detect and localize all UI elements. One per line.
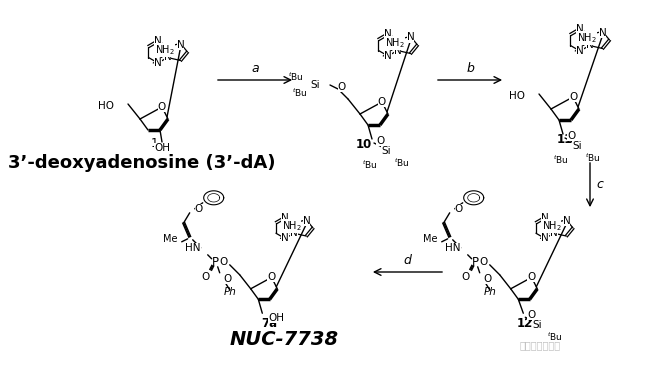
Text: Si: Si (572, 141, 582, 151)
Text: Si: Si (533, 320, 542, 330)
Text: N: N (290, 228, 298, 238)
Text: 1: 1 (150, 137, 158, 150)
Text: HN: HN (185, 243, 201, 253)
Text: O: O (567, 131, 575, 141)
Text: $^t$Bu: $^t$Bu (547, 331, 563, 343)
Text: $^t$Bu: $^t$Bu (553, 154, 569, 166)
Text: 12a: 12a (517, 317, 541, 330)
Text: N: N (599, 28, 606, 38)
Text: O: O (158, 102, 166, 112)
Text: N: N (407, 32, 415, 42)
Text: N: N (303, 216, 311, 226)
Text: Me: Me (423, 234, 437, 244)
Text: O: O (224, 274, 232, 284)
Text: NUC-7738: NUC-7738 (229, 330, 339, 349)
Text: c: c (596, 178, 603, 191)
Text: O: O (268, 272, 276, 282)
Text: O: O (527, 272, 536, 282)
Text: N: N (154, 58, 162, 68)
Text: a: a (251, 62, 259, 75)
Text: O: O (219, 257, 228, 267)
Text: P: P (472, 256, 479, 269)
Text: N: N (281, 233, 289, 244)
Text: O: O (378, 97, 386, 107)
Text: N: N (576, 46, 584, 56)
Text: O: O (527, 310, 536, 320)
Text: N: N (541, 233, 549, 244)
Text: Ph: Ph (483, 287, 496, 297)
Text: Ph: Ph (223, 287, 236, 297)
Text: OH: OH (268, 313, 284, 323)
Text: N: N (394, 46, 402, 56)
Text: N: N (586, 40, 594, 50)
Text: O: O (376, 136, 384, 146)
Text: d: d (404, 254, 411, 267)
Text: N: N (281, 213, 289, 223)
Text: N: N (154, 36, 162, 46)
Text: O: O (479, 257, 488, 267)
Text: N: N (576, 24, 584, 34)
Text: 11: 11 (557, 133, 573, 146)
Text: N: N (541, 213, 549, 223)
Text: NH$_2$: NH$_2$ (282, 219, 301, 233)
Text: 10: 10 (356, 138, 372, 151)
Text: 7a: 7a (261, 317, 277, 330)
Text: O: O (195, 204, 203, 214)
Text: OH: OH (154, 143, 170, 153)
Text: $^t$Bu: $^t$Bu (585, 152, 601, 164)
Text: $^t$Bu: $^t$Bu (288, 71, 304, 83)
Text: Si: Si (311, 80, 320, 90)
Text: Me: Me (163, 234, 178, 244)
Text: 中国生物技术网: 中国生物技术网 (519, 340, 561, 350)
Text: b: b (466, 62, 474, 75)
Text: O: O (569, 92, 577, 102)
Text: N: N (562, 216, 570, 226)
Text: NH$_2$: NH$_2$ (155, 43, 174, 57)
Text: $^t$Bu: $^t$Bu (362, 159, 378, 171)
Text: O: O (462, 272, 470, 282)
Text: N: N (176, 39, 184, 50)
Text: HN: HN (445, 243, 461, 253)
Text: NH$_2$: NH$_2$ (542, 219, 561, 233)
Text: $^t$Bu: $^t$Bu (394, 157, 410, 169)
Text: NH$_2$: NH$_2$ (577, 31, 597, 45)
Text: O: O (338, 82, 346, 92)
Text: 3’-deoxyadenosine (3’-dA): 3’-deoxyadenosine (3’-dA) (8, 154, 275, 172)
Text: HO: HO (509, 91, 525, 101)
Text: O: O (202, 272, 210, 282)
Text: O: O (484, 274, 492, 284)
Text: NH$_2$: NH$_2$ (385, 36, 405, 50)
Text: N: N (550, 228, 558, 238)
Text: Si: Si (381, 146, 391, 156)
Text: P: P (212, 256, 219, 269)
Text: HO: HO (98, 101, 114, 111)
Text: N: N (384, 51, 392, 61)
Text: N: N (163, 53, 171, 63)
Text: O: O (454, 204, 463, 214)
Text: N: N (384, 29, 392, 39)
Text: $^t$Bu: $^t$Bu (292, 87, 308, 99)
